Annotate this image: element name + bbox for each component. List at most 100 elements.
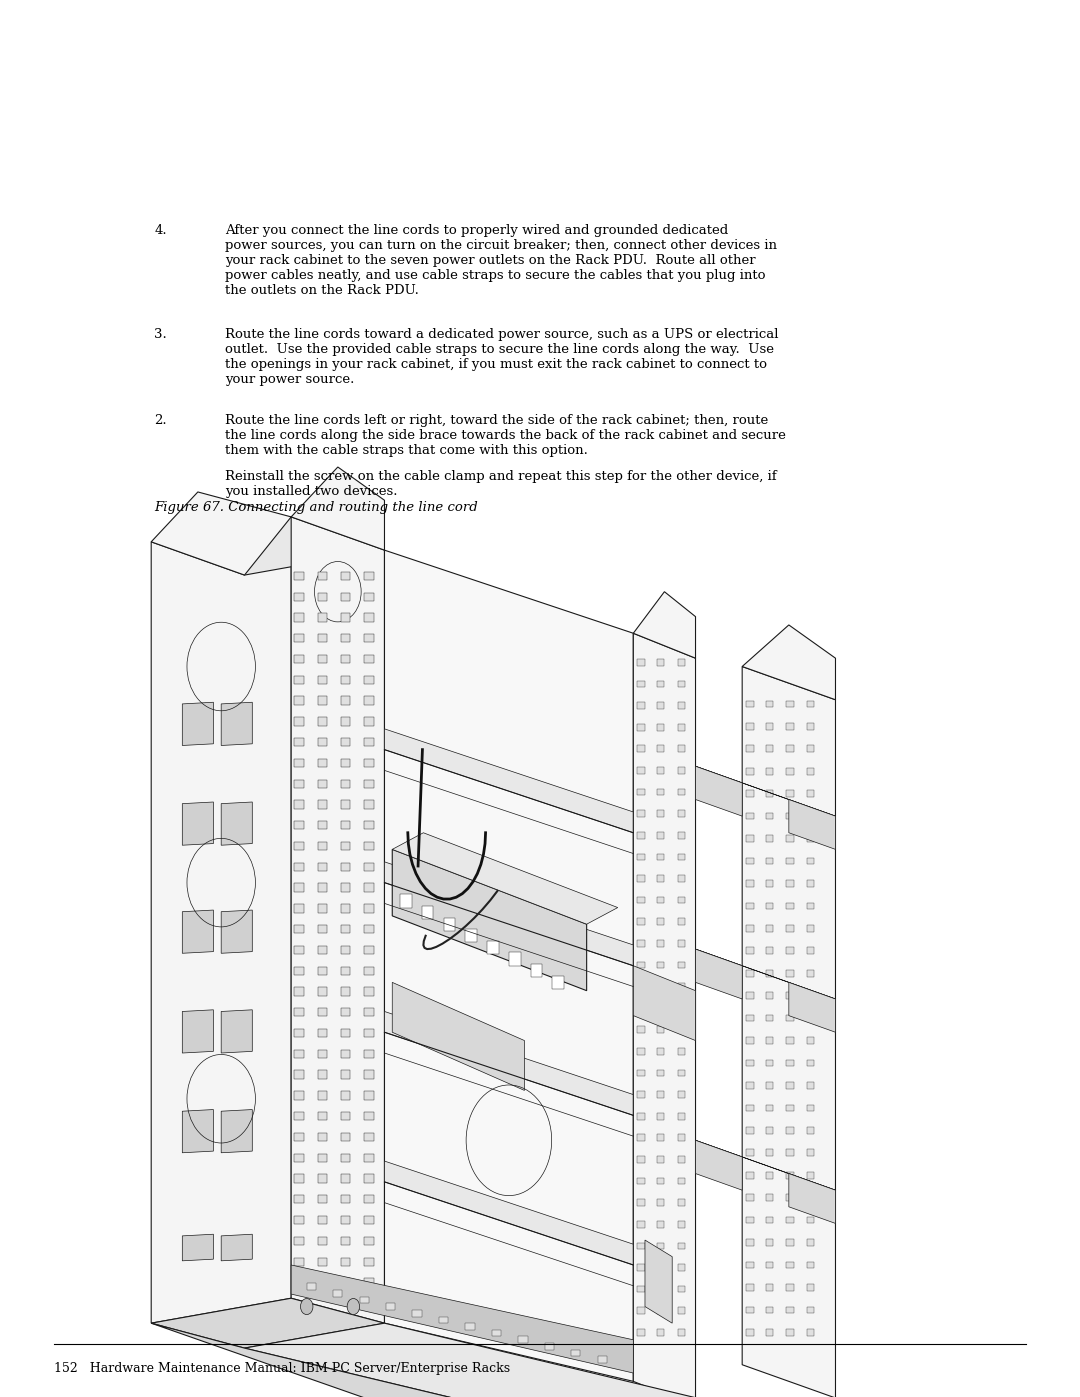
Polygon shape [183, 802, 214, 845]
Polygon shape [633, 592, 696, 658]
Bar [294, 1091, 303, 1099]
Bar [487, 940, 499, 954]
Bar [637, 1113, 645, 1119]
Bar [364, 1049, 374, 1058]
Bar [294, 946, 303, 954]
Bar [657, 810, 664, 817]
Bar [677, 918, 686, 925]
Bar [786, 902, 794, 909]
Bar [318, 738, 327, 746]
Bar [746, 1217, 754, 1224]
Bar [341, 780, 350, 788]
Bar [341, 821, 350, 830]
Bar [807, 858, 814, 865]
Bar [364, 1154, 374, 1162]
Bar [637, 1178, 645, 1185]
Bar [294, 697, 303, 704]
Bar [294, 1196, 303, 1203]
Bar [341, 1009, 350, 1017]
Bar [341, 1030, 350, 1037]
Bar [294, 967, 303, 975]
Bar [294, 1278, 303, 1287]
Bar [318, 655, 327, 664]
Text: 3.: 3. [154, 328, 167, 341]
Bar [657, 1134, 664, 1141]
Bar [294, 1070, 303, 1078]
Bar [746, 768, 754, 774]
Bar [294, 676, 303, 685]
Bar [657, 875, 664, 882]
Bar [657, 1113, 664, 1119]
Bar [807, 835, 814, 842]
Bar [766, 1239, 773, 1246]
Bar [657, 833, 664, 838]
Bar [657, 1070, 664, 1076]
Bar [657, 940, 664, 947]
Bar [786, 970, 794, 977]
Bar [766, 992, 773, 999]
Bar [746, 858, 754, 865]
Bar [637, 1199, 645, 1206]
Bar [657, 1221, 664, 1228]
Bar [786, 768, 794, 774]
Bar [766, 1014, 773, 1021]
Bar [746, 970, 754, 977]
Bar [318, 925, 327, 933]
Bar [465, 1323, 475, 1330]
Bar [318, 988, 327, 996]
Bar [318, 613, 327, 622]
Bar [294, 883, 303, 891]
Bar [657, 1308, 664, 1315]
Bar [746, 813, 754, 820]
Bar [657, 767, 664, 774]
Bar [766, 1194, 773, 1201]
Bar [341, 1112, 350, 1120]
Polygon shape [221, 1010, 253, 1053]
Bar [637, 1048, 645, 1055]
Bar [766, 791, 773, 798]
Bar [341, 1133, 350, 1141]
Bar [766, 902, 773, 909]
Bar [341, 697, 350, 704]
Bar [766, 1105, 773, 1111]
Bar [364, 655, 374, 664]
Bar [364, 592, 374, 601]
Bar [637, 875, 645, 882]
Bar [637, 918, 645, 925]
Bar [364, 717, 374, 725]
Polygon shape [183, 1109, 214, 1153]
Bar [364, 1236, 374, 1245]
Bar [786, 1083, 794, 1088]
Bar [657, 680, 664, 687]
Bar [637, 789, 645, 795]
Bar [318, 1215, 327, 1224]
Bar [364, 967, 374, 975]
Bar [318, 1030, 327, 1037]
Bar [318, 800, 327, 809]
Bar [677, 746, 686, 752]
Polygon shape [151, 492, 292, 576]
Polygon shape [742, 624, 836, 700]
Bar [294, 1133, 303, 1141]
Bar [786, 1239, 794, 1246]
Bar [422, 905, 433, 919]
Bar [637, 659, 645, 666]
Bar [786, 992, 794, 999]
Bar [786, 925, 794, 932]
Bar [786, 700, 794, 707]
Bar [677, 897, 686, 904]
Bar [364, 925, 374, 933]
Bar [341, 988, 350, 996]
Bar [637, 1004, 645, 1011]
Bar [294, 800, 303, 809]
Bar [318, 1112, 327, 1120]
Polygon shape [221, 1234, 253, 1261]
Bar [571, 1350, 580, 1356]
Bar [677, 1004, 686, 1011]
Bar [786, 1284, 794, 1291]
Bar [318, 676, 327, 685]
Bar [766, 1217, 773, 1224]
Bar [746, 1172, 754, 1179]
Polygon shape [221, 802, 253, 845]
Bar [677, 983, 686, 990]
